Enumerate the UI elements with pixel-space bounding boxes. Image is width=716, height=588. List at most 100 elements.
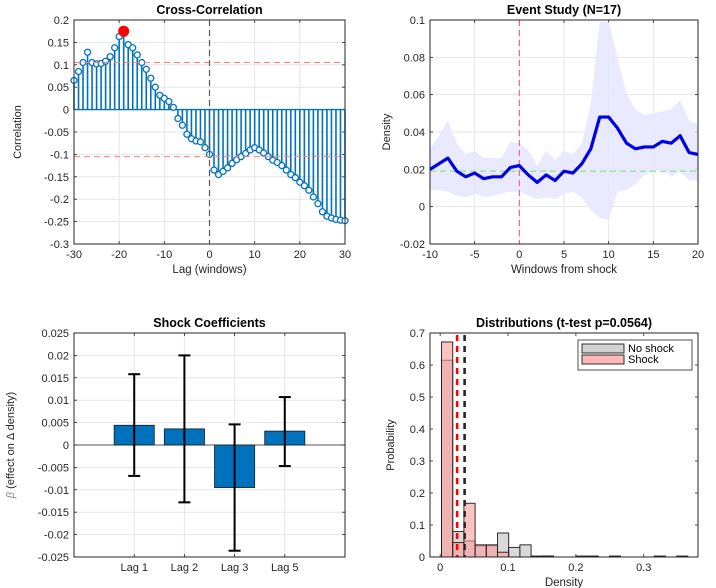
x-tick-label: 20 <box>692 249 704 261</box>
x-tick-label: 10 <box>249 249 261 261</box>
y-tick-label: -0.01 <box>44 485 69 497</box>
y-tick-label: 0.3 <box>410 456 425 468</box>
stem-marker <box>174 114 182 123</box>
y-axis-label: β (effect on Δ density) <box>5 392 17 499</box>
y-tick-label: 0.6 <box>410 360 425 372</box>
axes-coef: -0.025 -0.02 -0.015 -0.01 -0.005 0 0.005 0.01 0.… <box>5 316 346 574</box>
y-tick-label: 0.015 <box>41 373 69 385</box>
stem-marker <box>219 167 227 176</box>
stem-marker <box>278 161 286 170</box>
legend-label: Shock <box>628 354 659 366</box>
beta-symbol: β <box>5 491 17 499</box>
x-tick-label: 20 <box>294 249 306 261</box>
stem-marker <box>151 83 159 91</box>
y-tick-label: 0.01 <box>48 395 69 407</box>
stem-marker <box>83 48 92 56</box>
stem-marker <box>201 144 209 152</box>
x-tick-label: 0.3 <box>636 562 651 574</box>
x-tick-label: -30 <box>66 249 82 261</box>
x-axis-label: Density <box>545 577 584 588</box>
x-tick-label: Lag 2 <box>171 562 199 574</box>
stem-marker <box>223 164 232 172</box>
x-tick-label: 0.1 <box>500 562 515 574</box>
stem-marker <box>196 138 205 146</box>
stem-marker <box>142 65 150 73</box>
y-tick-label: 0.02 <box>48 350 69 362</box>
x-tick-label: Lag 5 <box>271 562 299 574</box>
stem-marker <box>147 74 155 82</box>
x-tick-label: Lag 1 <box>120 562 148 574</box>
chart-title: Distributions (t-test p=0.0564) <box>476 316 652 330</box>
stem-marker <box>291 174 299 182</box>
x-axis-label: Windows from shock <box>511 264 617 276</box>
stem-marker <box>318 208 327 216</box>
x-tick-label: Lag 3 <box>221 562 249 574</box>
stem-marker <box>282 166 290 174</box>
y-tick-label: -0.1 <box>50 149 69 161</box>
y-tick-label: 0.4 <box>410 424 425 436</box>
x-tick-label: -10 <box>422 249 438 261</box>
y-tick-label: 0.1 <box>410 520 425 532</box>
stem-marker <box>210 166 218 174</box>
stem-marker <box>228 159 236 168</box>
x-tick-label: 0 <box>206 249 212 261</box>
y-tick-label: 0.02 <box>404 164 425 176</box>
chart-title: Event Study (N=17) <box>507 3 621 17</box>
y-tick-label: 0.025 <box>41 328 69 340</box>
y-tick-label: 0.08 <box>404 52 425 64</box>
x-tick-label: -5 <box>470 249 480 261</box>
confidence-band <box>430 21 698 220</box>
x-tick-label: 30 <box>339 249 351 261</box>
y-tick-label: -0.15 <box>44 172 69 184</box>
x-tick-label: 0.2 <box>568 562 583 574</box>
stem-marker <box>309 193 318 201</box>
y-tick-label: 0.1 <box>54 60 69 72</box>
y-tick-label: 0 <box>63 105 69 117</box>
legend-swatch <box>581 354 625 365</box>
x-tick-label: 5 <box>561 249 567 261</box>
y-tick-label: -0.02 <box>44 530 69 542</box>
y-tick-label: 0 <box>419 202 425 214</box>
x-tick-label: 0 <box>437 562 443 574</box>
stem-marker <box>183 130 191 138</box>
histogram-bar <box>474 544 487 558</box>
stem-marker <box>169 103 178 112</box>
histogram-bar <box>497 551 510 558</box>
y-tick-label: 0.005 <box>41 418 69 430</box>
stem-marker <box>106 53 114 61</box>
y-tick-label: -0.02 <box>400 239 425 251</box>
x-tick-label: 15 <box>647 249 659 261</box>
histogram-bar <box>508 546 521 558</box>
y-tick-label: 0.05 <box>48 82 69 94</box>
y-axis-label: Density <box>381 113 393 150</box>
stem-marker <box>296 178 304 186</box>
chart-title: Shock Coefficients <box>153 316 266 330</box>
histogram-bar <box>485 544 498 558</box>
stem-marker <box>129 44 137 52</box>
y-axis-label: Probability <box>385 419 397 471</box>
y-tick-label: -0.05 <box>44 127 69 139</box>
stem-marker <box>314 200 322 208</box>
y-tick-label: 0.7 <box>410 328 425 340</box>
x-tick-label: -20 <box>111 249 127 261</box>
stem-marker <box>133 51 141 59</box>
axes-event: -0.02 0 0.02 0.04 0.06 0.08 0.1 -10 -5 0 5 10 15 20 Ev… <box>381 3 704 276</box>
y-tick-label: 0.15 <box>48 37 69 49</box>
mean-line <box>429 115 699 184</box>
histogram-bar <box>519 544 532 558</box>
axes-box <box>429 19 699 245</box>
y-axis-label: Correlation <box>12 105 24 159</box>
legend-swatch <box>581 343 625 354</box>
y-tick-label: -0.005 <box>38 462 69 474</box>
y-tick-label: 0.2 <box>54 15 69 27</box>
x-tick-label: 10 <box>603 249 615 261</box>
stem-marker <box>178 121 187 129</box>
axes-box <box>429 332 699 558</box>
y-tick-label: -0.025 <box>38 552 69 564</box>
y-tick-label: 0.2 <box>410 488 425 500</box>
y-tick-label: -0.015 <box>38 507 69 519</box>
x-axis-label: Lag (windows) <box>172 264 246 276</box>
y-tick-label: -0.25 <box>44 217 69 229</box>
